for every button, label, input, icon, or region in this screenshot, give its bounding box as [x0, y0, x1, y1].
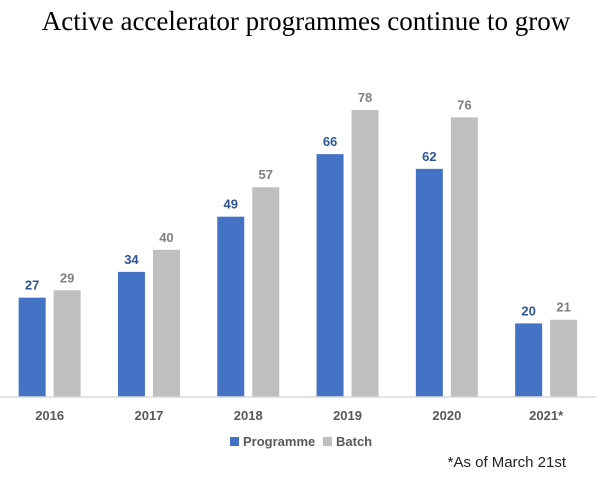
bar-programme-2017	[117, 271, 145, 397]
bars-group	[18, 109, 578, 398]
x-tick-label-2019: 2019	[333, 408, 362, 423]
bar-batch-2019	[351, 109, 379, 398]
bar-batch-2021	[550, 319, 578, 397]
data-label-programme-2020: 62	[422, 149, 436, 164]
bar-batch-2018	[252, 187, 280, 397]
x-tick-label-2016: 2016	[35, 408, 64, 423]
data-label-programme-2016: 27	[25, 278, 39, 293]
bar-programme-2021	[515, 323, 543, 397]
legend-label-batch: Batch	[336, 434, 372, 449]
legend-swatch-programme	[230, 437, 239, 446]
data-label-batch-2020: 76	[457, 97, 471, 112]
data-label-batch-2021: 21	[556, 300, 570, 315]
data-label-programme-2021: 20	[521, 303, 535, 318]
x-tick-label-2018: 2018	[234, 408, 263, 423]
bar-programme-2018	[217, 216, 245, 397]
x-tick-label-2017: 2017	[134, 408, 163, 423]
x-tick-labels-group: 2016 2017 2018 2019 2020 2021*	[35, 408, 564, 423]
bar-programme-2016	[18, 297, 46, 397]
x-tick-label-2020: 2020	[432, 408, 461, 423]
legend-label-programme: Programme	[243, 434, 315, 449]
bar-programme-2020	[415, 168, 443, 397]
bar-batch-2020	[450, 117, 478, 397]
bar-batch-2016	[53, 290, 81, 397]
footnote: *As of March 21st	[447, 454, 566, 471]
legend-swatch-batch	[323, 437, 332, 446]
data-labels-group: 27 29 34 40 49 57 66 78 62 76 20 21	[25, 90, 571, 318]
data-label-batch-2017: 40	[159, 230, 173, 245]
bar-batch-2017	[152, 249, 180, 397]
data-label-programme-2018: 49	[224, 197, 238, 212]
x-tick-label-2021: 2021*	[529, 408, 564, 423]
legend: Programme Batch	[230, 434, 372, 449]
data-label-batch-2018: 57	[259, 167, 273, 182]
chart-title: Active accelerator programmes continue t…	[41, 6, 571, 36]
data-label-programme-2017: 34	[124, 252, 139, 267]
data-label-programme-2019: 66	[323, 134, 337, 149]
data-label-batch-2019: 78	[358, 90, 372, 105]
bar-programme-2019	[316, 154, 344, 397]
data-label-batch-2016: 29	[60, 270, 74, 285]
